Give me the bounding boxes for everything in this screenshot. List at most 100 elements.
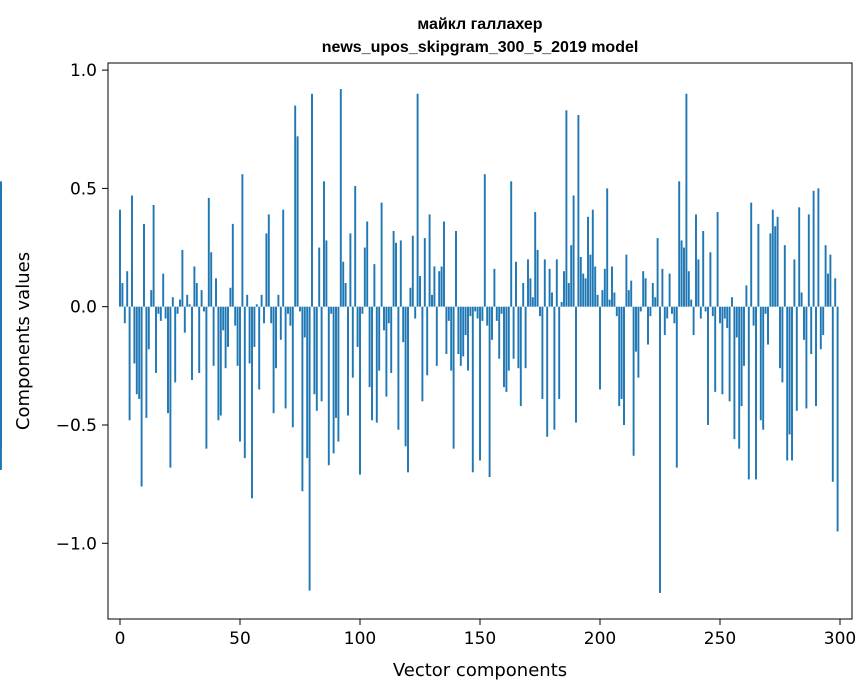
- bar: [188, 304, 191, 307]
- bar: [176, 306, 179, 314]
- bar: [659, 306, 661, 593]
- bar: [368, 306, 371, 388]
- bar: [395, 242, 397, 307]
- bar: [404, 306, 407, 447]
- bar: [683, 247, 685, 307]
- bar: [692, 306, 695, 336]
- bar: [135, 306, 138, 395]
- bar: [354, 186, 357, 307]
- bar: [750, 202, 753, 307]
- bar: [728, 306, 731, 402]
- y-axis-ticks: −1.0 −0.5 0.0 0.5 1.0: [56, 61, 108, 554]
- bar: [565, 110, 568, 307]
- bar: [488, 306, 491, 478]
- bar: [668, 273, 671, 307]
- x-axis-ticks: 0 50 100 150 200 250 300: [115, 619, 856, 649]
- x-tick-label: 0: [115, 629, 126, 649]
- bar: [644, 278, 647, 307]
- bar: [356, 306, 359, 347]
- bar: [687, 271, 690, 307]
- bar: [769, 233, 772, 307]
- bar: [563, 271, 565, 307]
- bar: [335, 306, 337, 418]
- bar: [555, 259, 558, 307]
- bar: [438, 271, 441, 307]
- bar: [347, 306, 349, 416]
- bar: [287, 306, 289, 314]
- bar: [301, 306, 304, 492]
- bar: [524, 306, 527, 369]
- x-tick-label: 250: [704, 629, 736, 649]
- bar: [507, 306, 510, 371]
- bar: [419, 275, 421, 307]
- bar: [183, 306, 186, 333]
- bar: [582, 273, 585, 307]
- bar: [243, 306, 246, 459]
- bar: [229, 287, 232, 307]
- bar: [433, 266, 436, 307]
- bar: [783, 245, 786, 307]
- bar: [150, 290, 153, 307]
- bar: [476, 306, 479, 319]
- bar: [498, 306, 501, 359]
- bar: [519, 306, 522, 407]
- bar: [200, 290, 203, 307]
- bar: [443, 221, 445, 307]
- bar: [757, 223, 760, 307]
- x-axis-label: Vector components: [393, 660, 567, 681]
- bar: [716, 212, 719, 307]
- bar: [390, 306, 393, 373]
- bar: [709, 252, 712, 307]
- bar: [210, 252, 213, 307]
- bar: [385, 306, 388, 397]
- x-tick-label: 150: [464, 629, 496, 649]
- bar: [764, 306, 767, 314]
- bar: [219, 306, 222, 416]
- y-tick-label: −1.0: [56, 534, 97, 554]
- bar: [277, 294, 280, 307]
- bar: [620, 306, 623, 399]
- bar: [771, 209, 774, 307]
- bar: [195, 283, 198, 307]
- bar: [517, 306, 520, 369]
- bar: [479, 306, 481, 461]
- bar: [303, 306, 306, 338]
- bar: [445, 306, 448, 355]
- bar: [143, 223, 145, 307]
- y-tick-label: 0.5: [70, 179, 97, 199]
- bar: [815, 306, 817, 407]
- bar: [779, 306, 781, 369]
- bar: [416, 93, 419, 307]
- bar: [366, 221, 369, 307]
- bar: [342, 261, 345, 307]
- bar: [296, 136, 299, 307]
- bar: [457, 306, 460, 355]
- bar: [140, 306, 143, 487]
- bar: [731, 297, 733, 307]
- bar: [375, 306, 378, 423]
- bar: [503, 306, 505, 388]
- bar: [656, 238, 659, 307]
- bar: [217, 306, 220, 421]
- bar: [627, 290, 630, 307]
- bar: [145, 306, 148, 418]
- bar: [198, 306, 201, 373]
- bar: [834, 278, 837, 307]
- bar: [594, 266, 597, 307]
- bar: [817, 188, 820, 307]
- bar: [584, 278, 587, 307]
- bar: [615, 306, 618, 317]
- bar: [272, 306, 275, 414]
- bar: [726, 306, 729, 328]
- bar: [289, 306, 292, 326]
- bar: [421, 306, 424, 402]
- bar: [752, 306, 755, 326]
- bar: [224, 306, 227, 369]
- bar: [431, 294, 433, 307]
- bar: [570, 245, 573, 307]
- bar: [767, 306, 769, 345]
- bar: [126, 271, 129, 307]
- bar: [236, 306, 239, 366]
- bar: [371, 306, 373, 421]
- bar: [452, 306, 455, 449]
